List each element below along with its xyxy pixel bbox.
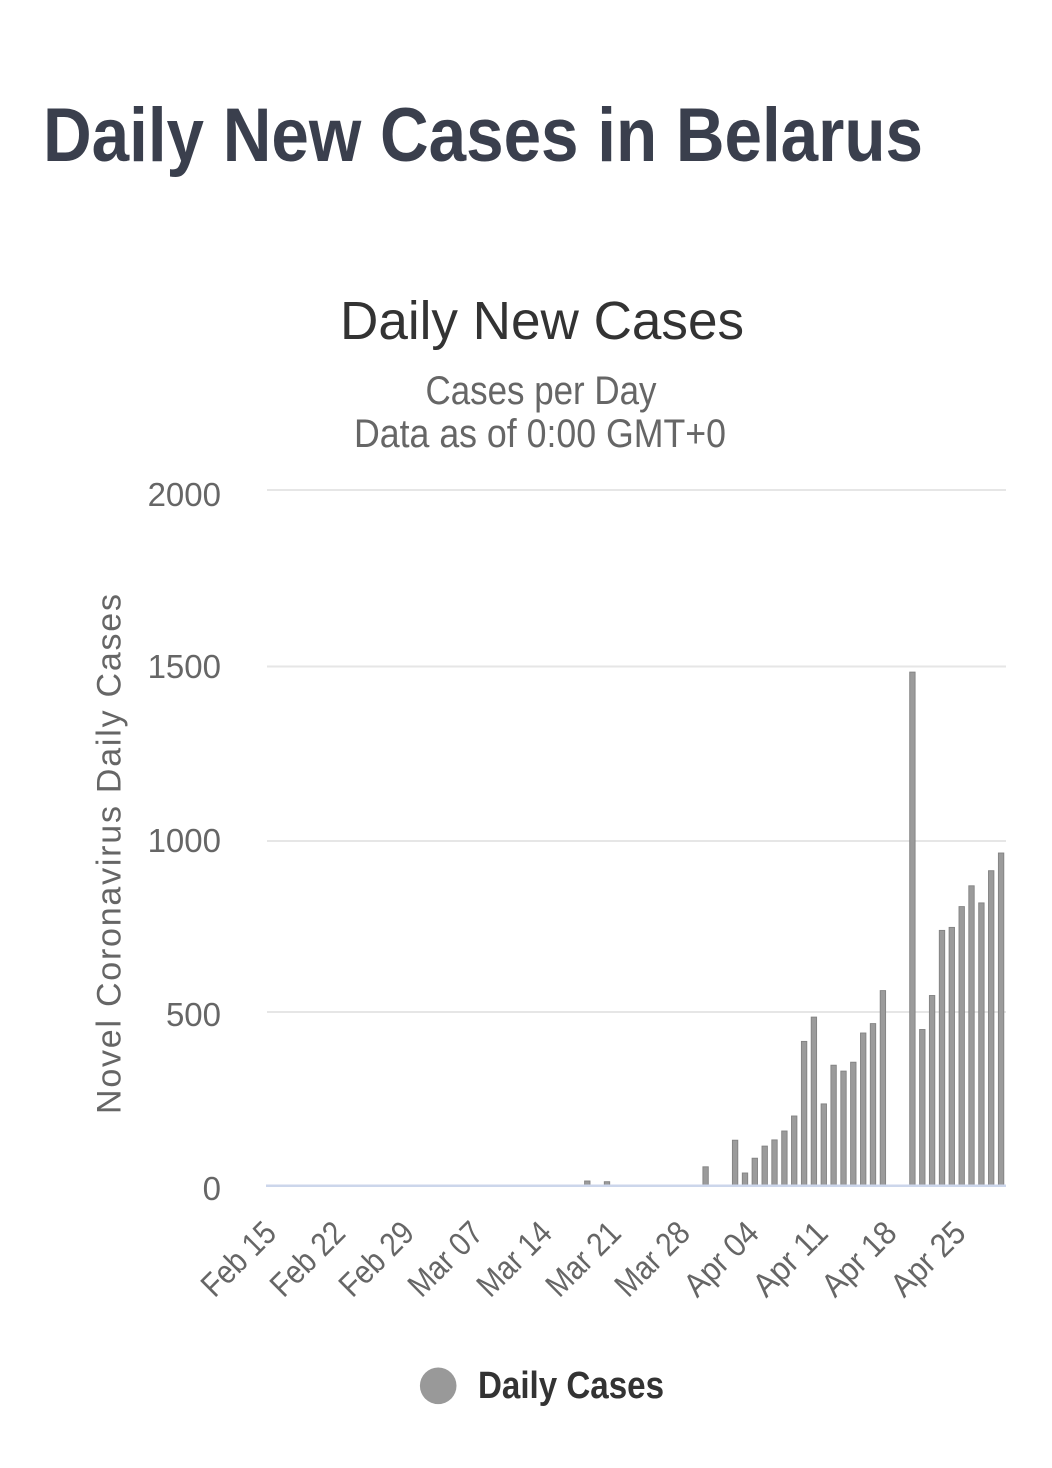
svg-text:500: 500 xyxy=(166,996,221,1033)
svg-text:2000: 2000 xyxy=(148,476,221,513)
svg-text:1500: 1500 xyxy=(148,648,221,685)
svg-text:0: 0 xyxy=(203,1170,221,1207)
svg-text:Data as of 0:00 GMT+0: Data as of 0:00 GMT+0 xyxy=(354,412,726,456)
svg-text:Novel Coronavirus Daily Cases: Novel Coronavirus Daily Cases xyxy=(91,594,129,1114)
svg-text:1000: 1000 xyxy=(148,822,221,859)
svg-text:Daily New Cases: Daily New Cases xyxy=(340,291,744,351)
svg-text:Cases per Day: Cases per Day xyxy=(426,369,657,413)
svg-text:Daily New Cases in Belarus: Daily New Cases in Belarus xyxy=(43,93,923,178)
svg-text:Daily Cases: Daily Cases xyxy=(478,1365,664,1407)
